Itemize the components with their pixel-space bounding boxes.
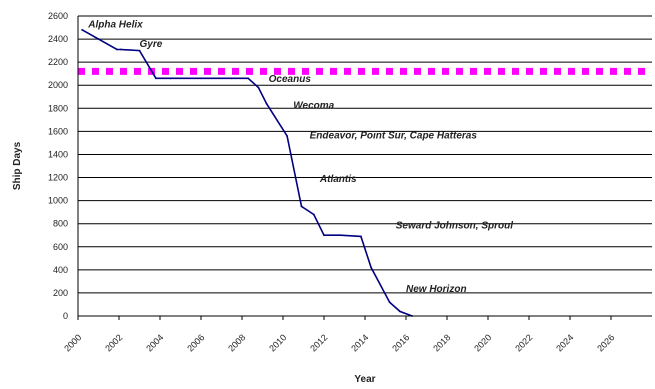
- y-tick-label-2400: 2400: [48, 34, 68, 44]
- gridlines: [78, 15, 652, 317]
- series-point: [388, 301, 391, 304]
- annotation-5: Atlantis: [319, 174, 357, 185]
- x-tick-label-2000: 2000: [62, 332, 83, 353]
- y-tick-label-1600: 1600: [48, 126, 68, 136]
- y-tick-label-1200: 1200: [48, 173, 68, 183]
- y-tick-label-1800: 1800: [48, 103, 68, 113]
- series-layer: [81, 28, 414, 317]
- annotation-6: Seward Johnson, Sproul: [396, 220, 513, 231]
- series-point: [257, 86, 260, 89]
- x-tick-label-2018: 2018: [431, 332, 452, 353]
- annotations: Alpha Helix Gyre Oceanus Wecoma Endeavor, Po…: [87, 20, 513, 295]
- series-point: [370, 266, 373, 269]
- y-tick-label-0: 0: [63, 311, 68, 321]
- x-tick-label-2014: 2014: [349, 332, 370, 353]
- x-tick-label-2006: 2006: [185, 332, 206, 353]
- series-point: [360, 235, 362, 238]
- annotation-4: Endeavor, Point Sur, Cape Hatteras: [310, 130, 478, 141]
- series-point: [300, 205, 303, 208]
- x-tick-label-2016: 2016: [390, 332, 411, 353]
- series-point: [138, 49, 141, 52]
- series-point: [120, 48, 122, 51]
- series-point: [312, 213, 315, 216]
- x-axis-label: Year: [354, 374, 375, 385]
- series-point: [339, 234, 342, 237]
- y-tick-label-600: 600: [53, 242, 68, 252]
- x-tick-label-2012: 2012: [308, 332, 329, 353]
- x-tick-label-2010: 2010: [267, 332, 288, 353]
- y-tick-label-400: 400: [53, 265, 68, 275]
- y-axis-label: Ship Days: [12, 141, 23, 190]
- series-point: [200, 77, 202, 80]
- x-tick-label-2008: 2008: [226, 332, 247, 353]
- x-tick-label-2026: 2026: [595, 332, 616, 353]
- annotation-2: Oceanus: [269, 74, 312, 85]
- annotation-7: New Horizon: [406, 284, 467, 295]
- y-tick-label-1000: 1000: [48, 196, 68, 206]
- series-point: [169, 77, 172, 80]
- series-point: [97, 38, 100, 40]
- series-point: [155, 77, 157, 80]
- y-tick-label-1400: 1400: [48, 149, 68, 159]
- series-point: [331, 234, 334, 237]
- x-tick-label-2004: 2004: [144, 332, 165, 353]
- series-point: [398, 310, 401, 313]
- series-point: [323, 234, 325, 237]
- x-tick-label-2024: 2024: [554, 332, 575, 353]
- x-tick-label-2022: 2022: [513, 332, 534, 353]
- series-point: [116, 48, 118, 51]
- y-tick-label-2200: 2200: [48, 57, 68, 67]
- series-point: [81, 28, 83, 31]
- x-tick-label-2002: 2002: [103, 332, 124, 353]
- series-point: [247, 77, 250, 80]
- y-axis-tick-labels: 0 200 400 600 800 1000 1200 1400 1600 1800 2000 220…: [48, 11, 68, 321]
- annotation-0: Alpha Helix: [87, 20, 143, 31]
- series-point: [286, 135, 288, 137]
- annotation-1: Gyre: [140, 39, 163, 50]
- series-point: [230, 77, 233, 80]
- annotation-3: Wecoma: [293, 100, 334, 111]
- y-tick-label-2000: 2000: [48, 80, 68, 90]
- x-axis-tick-labels: 2000 2002 2004 2006 2008 2010 2012 2014 2016 2018…: [62, 316, 616, 354]
- y-tick-label-200: 200: [53, 288, 68, 298]
- series-point: [265, 102, 268, 105]
- x-tick-label-2020: 2020: [472, 332, 493, 353]
- y-tick-label-2600: 2600: [48, 11, 68, 21]
- y-tick-label-800: 800: [53, 219, 68, 229]
